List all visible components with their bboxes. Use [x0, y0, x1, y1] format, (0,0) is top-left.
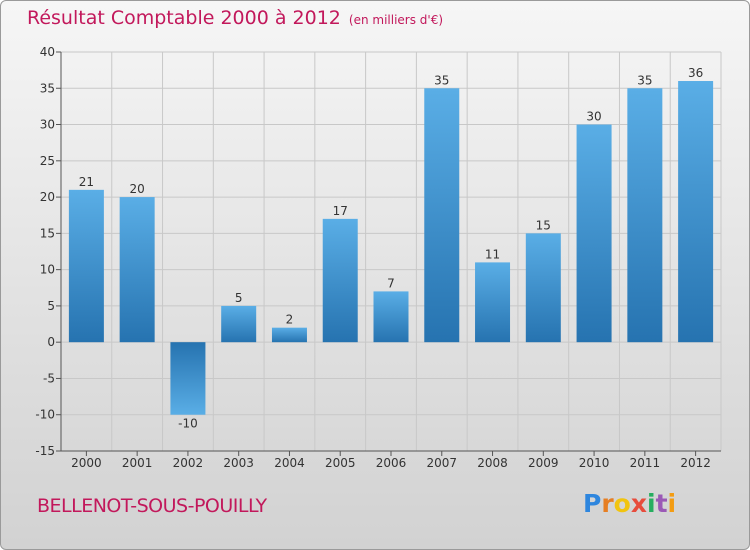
bar	[576, 124, 612, 343]
bar-value-label: 30	[586, 110, 601, 124]
bar-value-label: 20	[130, 182, 145, 196]
y-tick-label: 35	[40, 81, 55, 95]
y-tick-label: 15	[40, 226, 55, 240]
x-tick-label: 2001	[122, 456, 153, 470]
bar	[119, 197, 155, 343]
x-tick-label: 2004	[274, 456, 305, 470]
y-tick-label: 20	[40, 190, 55, 204]
y-tick-label: -15	[35, 444, 55, 458]
x-tick-label: 2010	[579, 456, 610, 470]
x-tick-label: 2011	[630, 456, 661, 470]
bar-value-label: 7	[387, 276, 395, 290]
bar-value-label: 17	[333, 204, 348, 218]
logo-letter: i	[667, 489, 677, 518]
chart-title: Résultat Comptable 2000 à 2012 (en millie…	[27, 7, 443, 29]
x-tick-label: 2006	[376, 456, 407, 470]
proxiti-logo: Proxiti	[583, 489, 676, 518]
bar	[170, 342, 206, 415]
bar	[627, 88, 663, 343]
bar-value-label: 21	[79, 175, 94, 189]
bar-value-label: 11	[485, 247, 500, 261]
y-tick-label: 30	[40, 118, 55, 132]
y-tick-label: 40	[40, 45, 55, 59]
bar	[322, 218, 358, 343]
bar	[271, 327, 307, 343]
logo-letter: P	[583, 489, 602, 518]
municipality-name: BELLENOT-SOUS-POUILLY	[37, 495, 267, 517]
y-tick-label: 5	[47, 299, 55, 313]
bar	[424, 88, 460, 343]
bar-value-label: 35	[434, 73, 449, 87]
bar-value-label: -10	[178, 417, 198, 431]
bar-value-label: 36	[688, 66, 703, 80]
logo-letter: i	[647, 489, 656, 518]
bar-value-label: 35	[637, 73, 652, 87]
bar	[525, 233, 561, 343]
x-tick-label: 2000	[71, 456, 102, 470]
bar	[68, 189, 104, 343]
x-tick-label: 2009	[528, 456, 559, 470]
bar	[373, 291, 409, 343]
x-tick-label: 2002	[173, 456, 204, 470]
x-tick-label: 2012	[680, 456, 711, 470]
logo-letter: t	[655, 489, 668, 518]
y-tick-label: -5	[43, 371, 55, 385]
logo-letter: r	[601, 489, 614, 518]
y-tick-label: -10	[35, 408, 55, 422]
y-tick-label: 25	[40, 154, 55, 168]
y-tick-label: 0	[47, 335, 55, 349]
chart-unit: (en milliers d'€)	[348, 13, 444, 27]
x-tick-label: 2008	[477, 456, 508, 470]
x-tick-label: 2007	[426, 456, 457, 470]
logo-letter: o	[613, 489, 631, 518]
bar	[678, 81, 714, 343]
bar-value-label: 5	[235, 291, 243, 305]
logo-letter: x	[630, 489, 647, 518]
bar	[221, 305, 257, 343]
bar	[475, 262, 511, 343]
x-tick-label: 2003	[223, 456, 254, 470]
chart-title-text: Résultat Comptable 2000 à 2012	[27, 7, 341, 29]
bar-value-label: 2	[286, 313, 294, 327]
bar-value-label: 15	[536, 218, 551, 232]
y-tick-label: 10	[40, 263, 55, 277]
x-tick-label: 2005	[325, 456, 356, 470]
